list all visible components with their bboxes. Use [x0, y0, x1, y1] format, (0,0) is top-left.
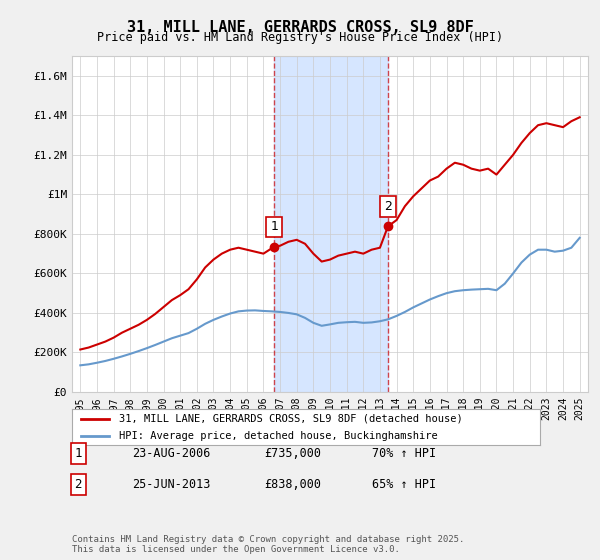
Text: 25-JUN-2013: 25-JUN-2013 — [132, 478, 211, 491]
Text: 2: 2 — [74, 478, 82, 491]
Text: 31, MILL LANE, GERRARDS CROSS, SL9 8DF (detached house): 31, MILL LANE, GERRARDS CROSS, SL9 8DF (… — [119, 414, 463, 424]
Text: 1: 1 — [74, 447, 82, 460]
Text: 31, MILL LANE, GERRARDS CROSS, SL9 8DF: 31, MILL LANE, GERRARDS CROSS, SL9 8DF — [127, 20, 473, 35]
Text: 2: 2 — [384, 200, 392, 213]
Text: 65% ↑ HPI: 65% ↑ HPI — [372, 478, 436, 491]
Text: 1: 1 — [270, 221, 278, 234]
Text: 70% ↑ HPI: 70% ↑ HPI — [372, 447, 436, 460]
Bar — [274, 56, 388, 392]
Text: 23-AUG-2006: 23-AUG-2006 — [132, 447, 211, 460]
Text: £735,000: £735,000 — [264, 447, 321, 460]
Text: Price paid vs. HM Land Registry's House Price Index (HPI): Price paid vs. HM Land Registry's House … — [97, 31, 503, 44]
Text: Contains HM Land Registry data © Crown copyright and database right 2025.
This d: Contains HM Land Registry data © Crown c… — [72, 535, 464, 554]
Text: £838,000: £838,000 — [264, 478, 321, 491]
Text: HPI: Average price, detached house, Buckinghamshire: HPI: Average price, detached house, Buck… — [119, 431, 437, 441]
